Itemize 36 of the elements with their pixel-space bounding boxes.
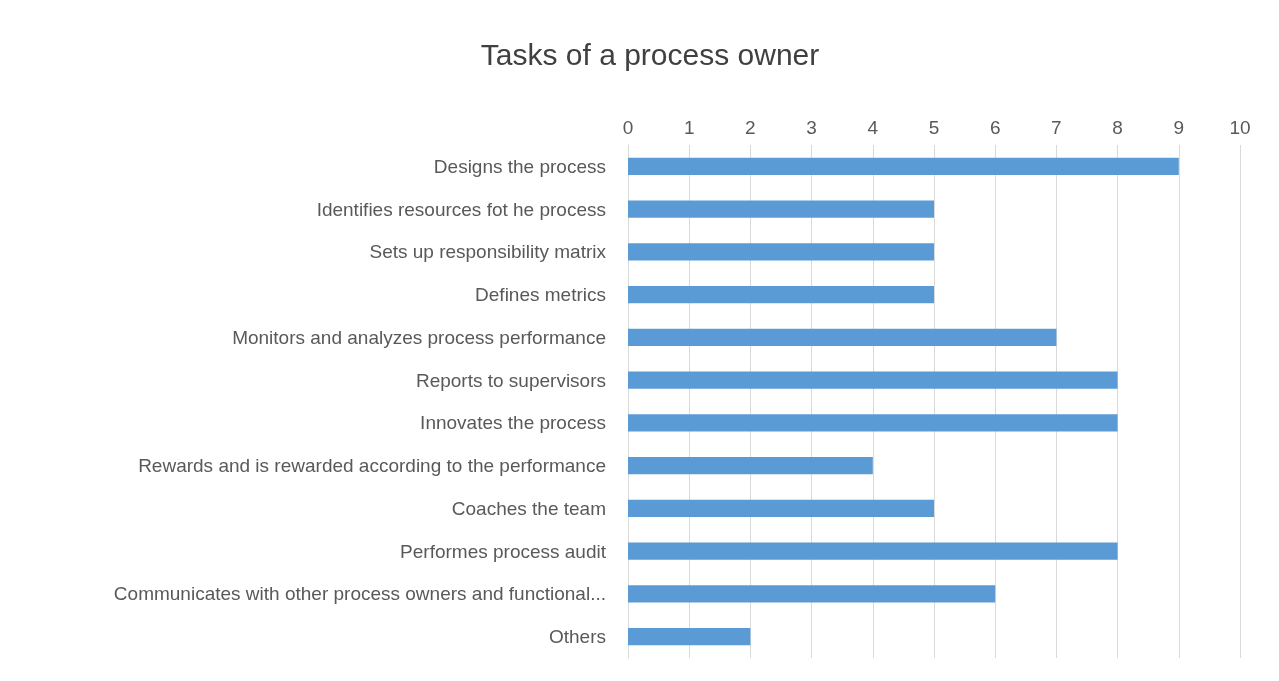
y-tick-label: Performes process audit	[400, 540, 607, 562]
bar	[628, 585, 996, 603]
x-tick-label: 6	[989, 117, 1001, 138]
bar	[628, 457, 873, 475]
bar	[628, 628, 751, 646]
y-tick-label: Coaches the team	[451, 497, 606, 519]
bar	[628, 414, 1118, 432]
bar	[628, 200, 934, 218]
y-tick-label: Identifies resources fot he process	[316, 198, 606, 220]
bar	[628, 371, 1118, 389]
chart-title: Tasks of a process owner	[480, 37, 820, 71]
y-tick-label: Reports to supervisors	[415, 369, 606, 391]
y-tick-label: Rewards and is rewarded according to the performance	[138, 455, 606, 477]
x-tick-label: 9	[1173, 117, 1185, 138]
bar	[628, 286, 934, 304]
bar	[628, 243, 934, 261]
bar	[628, 542, 1118, 560]
x-tick-label: 3	[806, 117, 817, 138]
x-tick-label: 7	[1051, 117, 1062, 138]
bar	[628, 157, 1179, 175]
x-tick-label: 8	[1112, 117, 1123, 138]
y-tick-label: Sets up responsibility matrix	[369, 241, 607, 263]
x-tick-label: 5	[928, 117, 940, 138]
y-tick-label: Monitors and analyzes process performance	[232, 326, 606, 348]
x-tick-label: 4	[867, 117, 879, 138]
y-tick-label: Defines metrics	[475, 284, 606, 306]
y-tick-label: Designs the process	[433, 155, 606, 177]
x-tick-label: 0	[622, 117, 634, 138]
x-tick-label: 10	[1229, 117, 1251, 138]
y-tick-label: Communicates with other process owners and functional...	[113, 583, 606, 605]
y-tick-label: Others	[548, 626, 606, 648]
x-tick-label: 2	[745, 117, 756, 138]
bar	[628, 499, 934, 517]
y-tick-label: Innovates the process	[420, 412, 606, 434]
x-tick-label: 1	[683, 117, 695, 138]
bar	[628, 328, 1057, 346]
